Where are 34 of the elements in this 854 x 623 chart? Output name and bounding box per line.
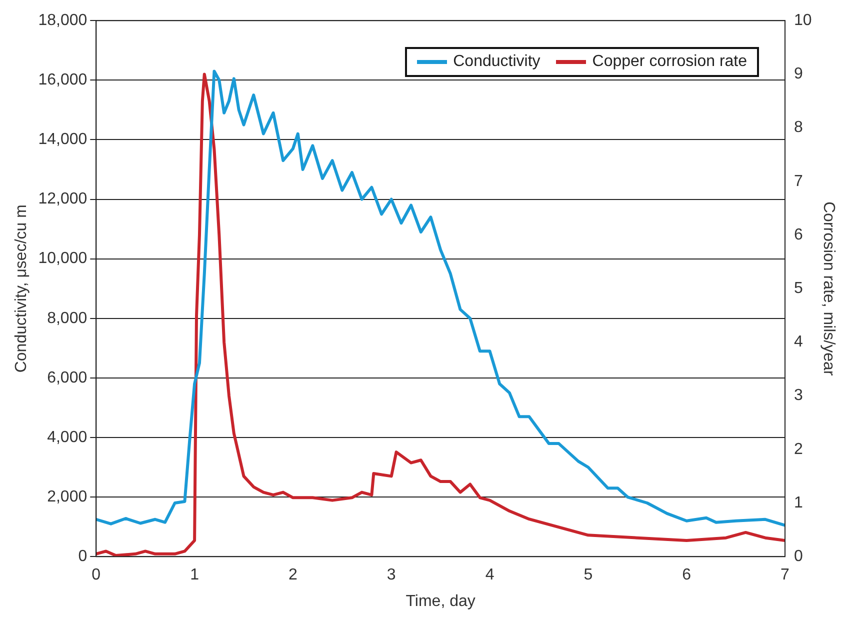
- y-tick-label: 2,000: [47, 488, 88, 506]
- x-tick-label: 0: [92, 566, 101, 584]
- x-tick-label: 6: [682, 566, 692, 584]
- y2-tick-label: 0: [794, 548, 804, 566]
- y2-tick-label: 2: [794, 440, 804, 458]
- y2-tick-label: 10: [794, 12, 812, 30]
- y2-tick-label: 9: [794, 66, 804, 83]
- x-tick-label: 2: [288, 566, 298, 584]
- y-tick-label: 16,000: [38, 72, 88, 89]
- y-tick-label: 0: [78, 548, 88, 566]
- x-tick-label: 7: [780, 566, 790, 584]
- x-axis-title: Time, day: [406, 592, 476, 610]
- y-tick-label: 10,000: [38, 250, 88, 268]
- y2-tick-label: 4: [794, 334, 804, 351]
- y2-tick-label: 5: [794, 280, 804, 298]
- x-tick-label: 4: [485, 566, 494, 584]
- y-tick-label: 8,000: [47, 310, 88, 327]
- legend-label: Copper corrosion rate: [592, 52, 748, 71]
- y2-tick-label: 7: [794, 172, 804, 190]
- y-tick-label: 6,000: [47, 369, 88, 386]
- y-tick-label: 14,000: [38, 131, 88, 148]
- y-tick-label: 18,000: [38, 12, 88, 30]
- y-tick-label: 12,000: [38, 190, 88, 208]
- y2-tick-label: 1: [794, 494, 804, 512]
- x-tick-label: 3: [386, 566, 396, 584]
- y2-tick-label: 8: [794, 119, 804, 136]
- legend-label: Conductivity: [453, 52, 540, 71]
- x-tick-label: 5: [584, 566, 593, 584]
- y2-tick-label: 6: [794, 226, 804, 244]
- y-axis-title: Conductivity, μsec/cu m: [13, 204, 30, 373]
- y2-axis-title: Corrosion rate, mils/year: [820, 201, 837, 376]
- y2-tick-label: 3: [794, 387, 804, 404]
- y-tick-label: 4,000: [47, 428, 88, 446]
- x-tick-label: 1: [190, 566, 200, 584]
